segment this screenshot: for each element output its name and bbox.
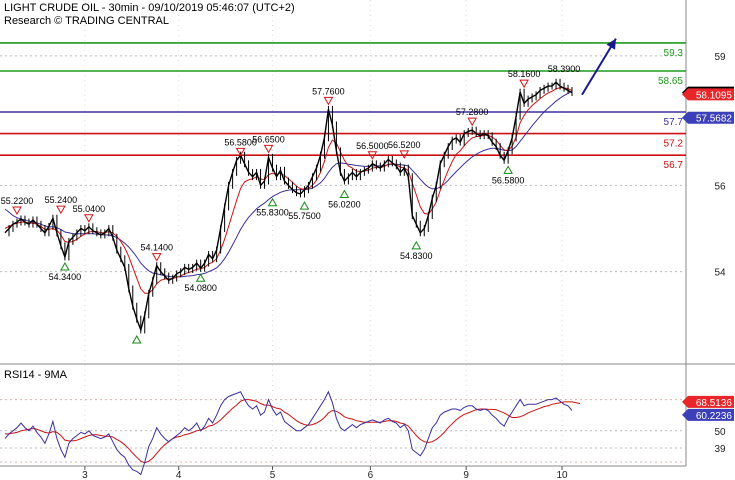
sell-marker [323, 96, 334, 106]
level-label: 59.3 [664, 48, 684, 59]
price-line [4, 81, 573, 333]
forecast-arrow-head [606, 38, 616, 50]
sell-marker [519, 79, 529, 89]
rsi-tag: 68.5136 [696, 398, 733, 409]
indicator-label: RSI14 - 9MA [4, 369, 68, 381]
level-annotation: 56.5000 [356, 141, 389, 151]
buy-marker [339, 189, 350, 199]
forecast-arrow [581, 38, 617, 96]
series-layer [4, 78, 573, 334]
level-annotation: 57.7600 [312, 86, 345, 96]
price-tag: 57.5682 [696, 114, 733, 125]
level-label: 57.7 [664, 117, 684, 128]
level-annotation: 55.8300 [256, 208, 289, 218]
levels-layer: 59.3 58.65 57.7 57.2 56.7 [0, 42, 686, 171]
price-tag: 58.1095 [696, 90, 733, 101]
sell-marker [367, 151, 378, 160]
y-tick-label: 54 [714, 268, 726, 279]
level-annotation: 56.5200 [388, 140, 421, 150]
level-label: 57.2 [664, 139, 684, 150]
sell-marker [235, 147, 246, 157]
buy-marker [195, 273, 206, 282]
rsi-layer [0, 390, 686, 476]
level-annotation: 54.0800 [184, 283, 217, 293]
x-tick-label: 5 [270, 470, 276, 480]
level-annotation: 56.0200 [328, 200, 361, 210]
sell-marker [83, 214, 94, 223]
level-annotation: 55.7500 [288, 211, 321, 221]
rsi-tick-label: 39 [714, 444, 726, 455]
buy-marker [299, 201, 310, 210]
rsi-tag: 60.2236 [696, 411, 733, 422]
level-annotation: 55.0400 [73, 204, 106, 214]
x-tick-label: 6 [368, 470, 374, 480]
level-label: 56.7 [664, 160, 684, 171]
chart-source: Research © TRADING CENTRAL [4, 15, 169, 27]
level-annotation: 54.3400 [49, 272, 82, 282]
level-annotation: 57.2800 [456, 107, 489, 117]
rsi-tag-bg [682, 408, 734, 421]
x-tick-label: 3 [82, 470, 88, 480]
buy-marker [60, 262, 70, 271]
level-annotation: 58.1600 [508, 69, 541, 79]
rsi-line [4, 390, 573, 476]
level-annotation: 54.1400 [140, 243, 173, 253]
main-grid [0, 0, 686, 466]
sell-marker [151, 253, 162, 262]
level-annotation: 56.5800 [224, 137, 257, 147]
y-tick-label: 56 [714, 181, 726, 192]
level-annotation: 55.2400 [45, 195, 78, 205]
buy-marker [411, 240, 422, 250]
level-annotation: 55.2200 [1, 196, 34, 206]
chart-title: LIGHT CRUDE OIL - 30min - 09/10/2019 05:… [4, 2, 295, 14]
buy-marker [503, 165, 513, 174]
rsi-tag-bg [682, 395, 734, 408]
y-tick-label: 59 [714, 52, 726, 63]
price-tag-bg [682, 88, 734, 101]
sell-marker [399, 150, 410, 159]
x-tick-label: 4 [176, 470, 182, 480]
level-label: 58.65 [658, 76, 683, 87]
x-tick-label: 10 [556, 470, 568, 480]
sell-marker [467, 117, 478, 127]
level-annotation: 54.8300 [400, 251, 433, 261]
level-annotation: 58.3900 [548, 64, 581, 74]
buy-marker [267, 197, 278, 207]
x-tick-label: 9 [463, 470, 469, 480]
sell-marker [56, 205, 66, 215]
price-tag-bg [682, 111, 734, 124]
buy-marker [131, 334, 142, 344]
rsi-tick-label: 50 [714, 427, 726, 438]
sell-marker [263, 144, 274, 154]
level-annotation: 56.5800 [492, 175, 525, 185]
level-annotation: 56.6500 [252, 134, 285, 144]
sell-marker [12, 206, 22, 216]
